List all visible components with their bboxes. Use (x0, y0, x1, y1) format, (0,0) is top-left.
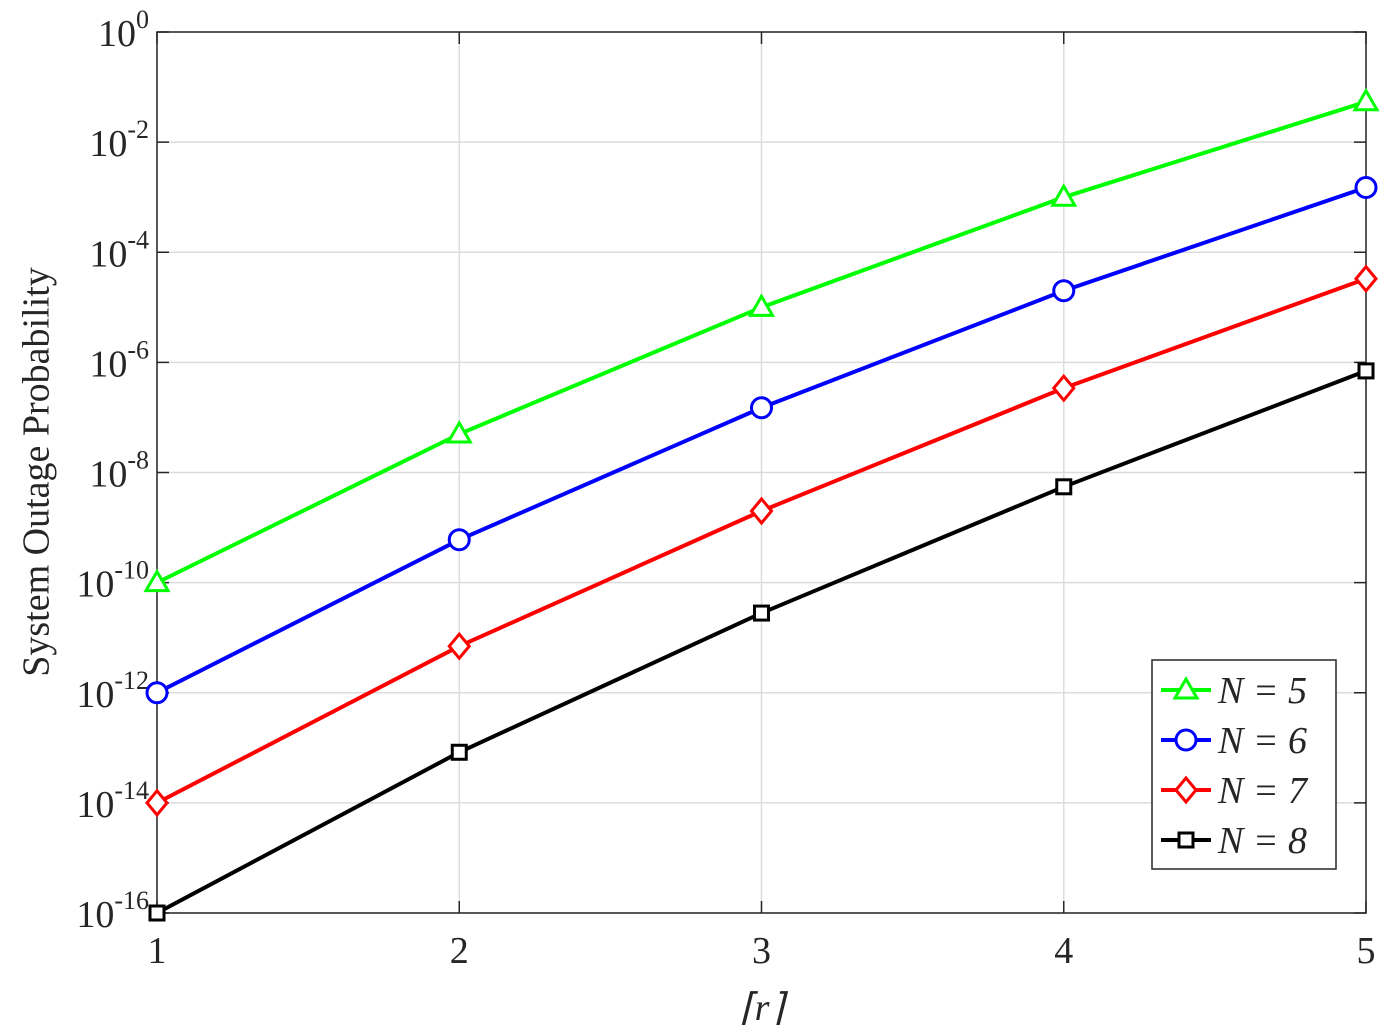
x-axis-label: ⌈r⌉ (740, 987, 789, 1029)
legend-label: N = 7 (1217, 770, 1309, 812)
y-tick-label: 10-16 (76, 886, 149, 936)
marker (145, 681, 169, 705)
marker (148, 904, 166, 922)
marker (1055, 478, 1073, 496)
y-tick-exponent: -12 (114, 666, 149, 695)
y-tick-label: 10-10 (76, 556, 149, 606)
y-tick-base: 10 (76, 894, 114, 936)
marker (1172, 676, 1200, 700)
marker (1357, 362, 1375, 380)
y-tick-label: 10-14 (76, 776, 149, 826)
marker (1051, 373, 1076, 403)
y-tick-label: 10-12 (76, 666, 149, 716)
marker (747, 293, 776, 317)
x-tick-label: 4 (1054, 930, 1073, 972)
y-tick-exponent: -6 (127, 335, 149, 364)
y-tick-label: 10-4 (89, 225, 149, 275)
legend-label: N = 8 (1217, 820, 1307, 862)
marker (750, 396, 773, 420)
marker (450, 743, 468, 761)
y-tick-exponent: -10 (114, 556, 149, 585)
y-tick-base: 10 (76, 564, 114, 606)
x-tick-label: 1 (148, 930, 167, 972)
marker (1174, 728, 1198, 752)
y-tick-base: 10 (76, 674, 114, 716)
legend-label: N = 5 (1217, 670, 1307, 712)
y-tick-base: 10 (98, 13, 136, 55)
x-tick-label: 5 (1357, 930, 1376, 972)
marker (753, 604, 770, 622)
marker (1174, 775, 1198, 805)
y-tick-base: 10 (89, 123, 127, 165)
y-tick-exponent: -8 (127, 446, 149, 475)
y-tick-label: 100 (98, 5, 149, 55)
legend-label: N = 6 (1217, 720, 1307, 762)
marker (749, 496, 774, 526)
y-tick-exponent: -4 (127, 225, 149, 254)
x-tick-label: 3 (752, 930, 771, 972)
marker (447, 528, 471, 552)
y-axis-label: System Outage Probability (16, 267, 58, 677)
y-tick-label: 10-2 (89, 115, 149, 165)
y-tick-base: 10 (89, 454, 127, 496)
marker (145, 788, 169, 818)
y-tick-base: 10 (76, 784, 114, 826)
y-tick-exponent: -2 (127, 115, 149, 144)
y-tick-exponent: -16 (114, 886, 149, 915)
y-tick-label: 10-6 (89, 335, 149, 385)
marker (1352, 87, 1380, 112)
marker (447, 631, 472, 661)
marker (1354, 175, 1378, 199)
marker (1052, 279, 1076, 303)
x-tick-label: 2 (450, 930, 469, 972)
y-tick-label: 10-8 (89, 446, 149, 496)
y-tick-base: 10 (89, 343, 127, 385)
marker (1354, 264, 1378, 294)
marker (1050, 183, 1078, 207)
marker (445, 420, 473, 444)
y-tick-exponent: 0 (136, 5, 149, 34)
y-tick-base: 10 (89, 233, 127, 275)
marker (1177, 831, 1195, 849)
marker (143, 568, 171, 593)
y-tick-exponent: -14 (114, 776, 149, 805)
